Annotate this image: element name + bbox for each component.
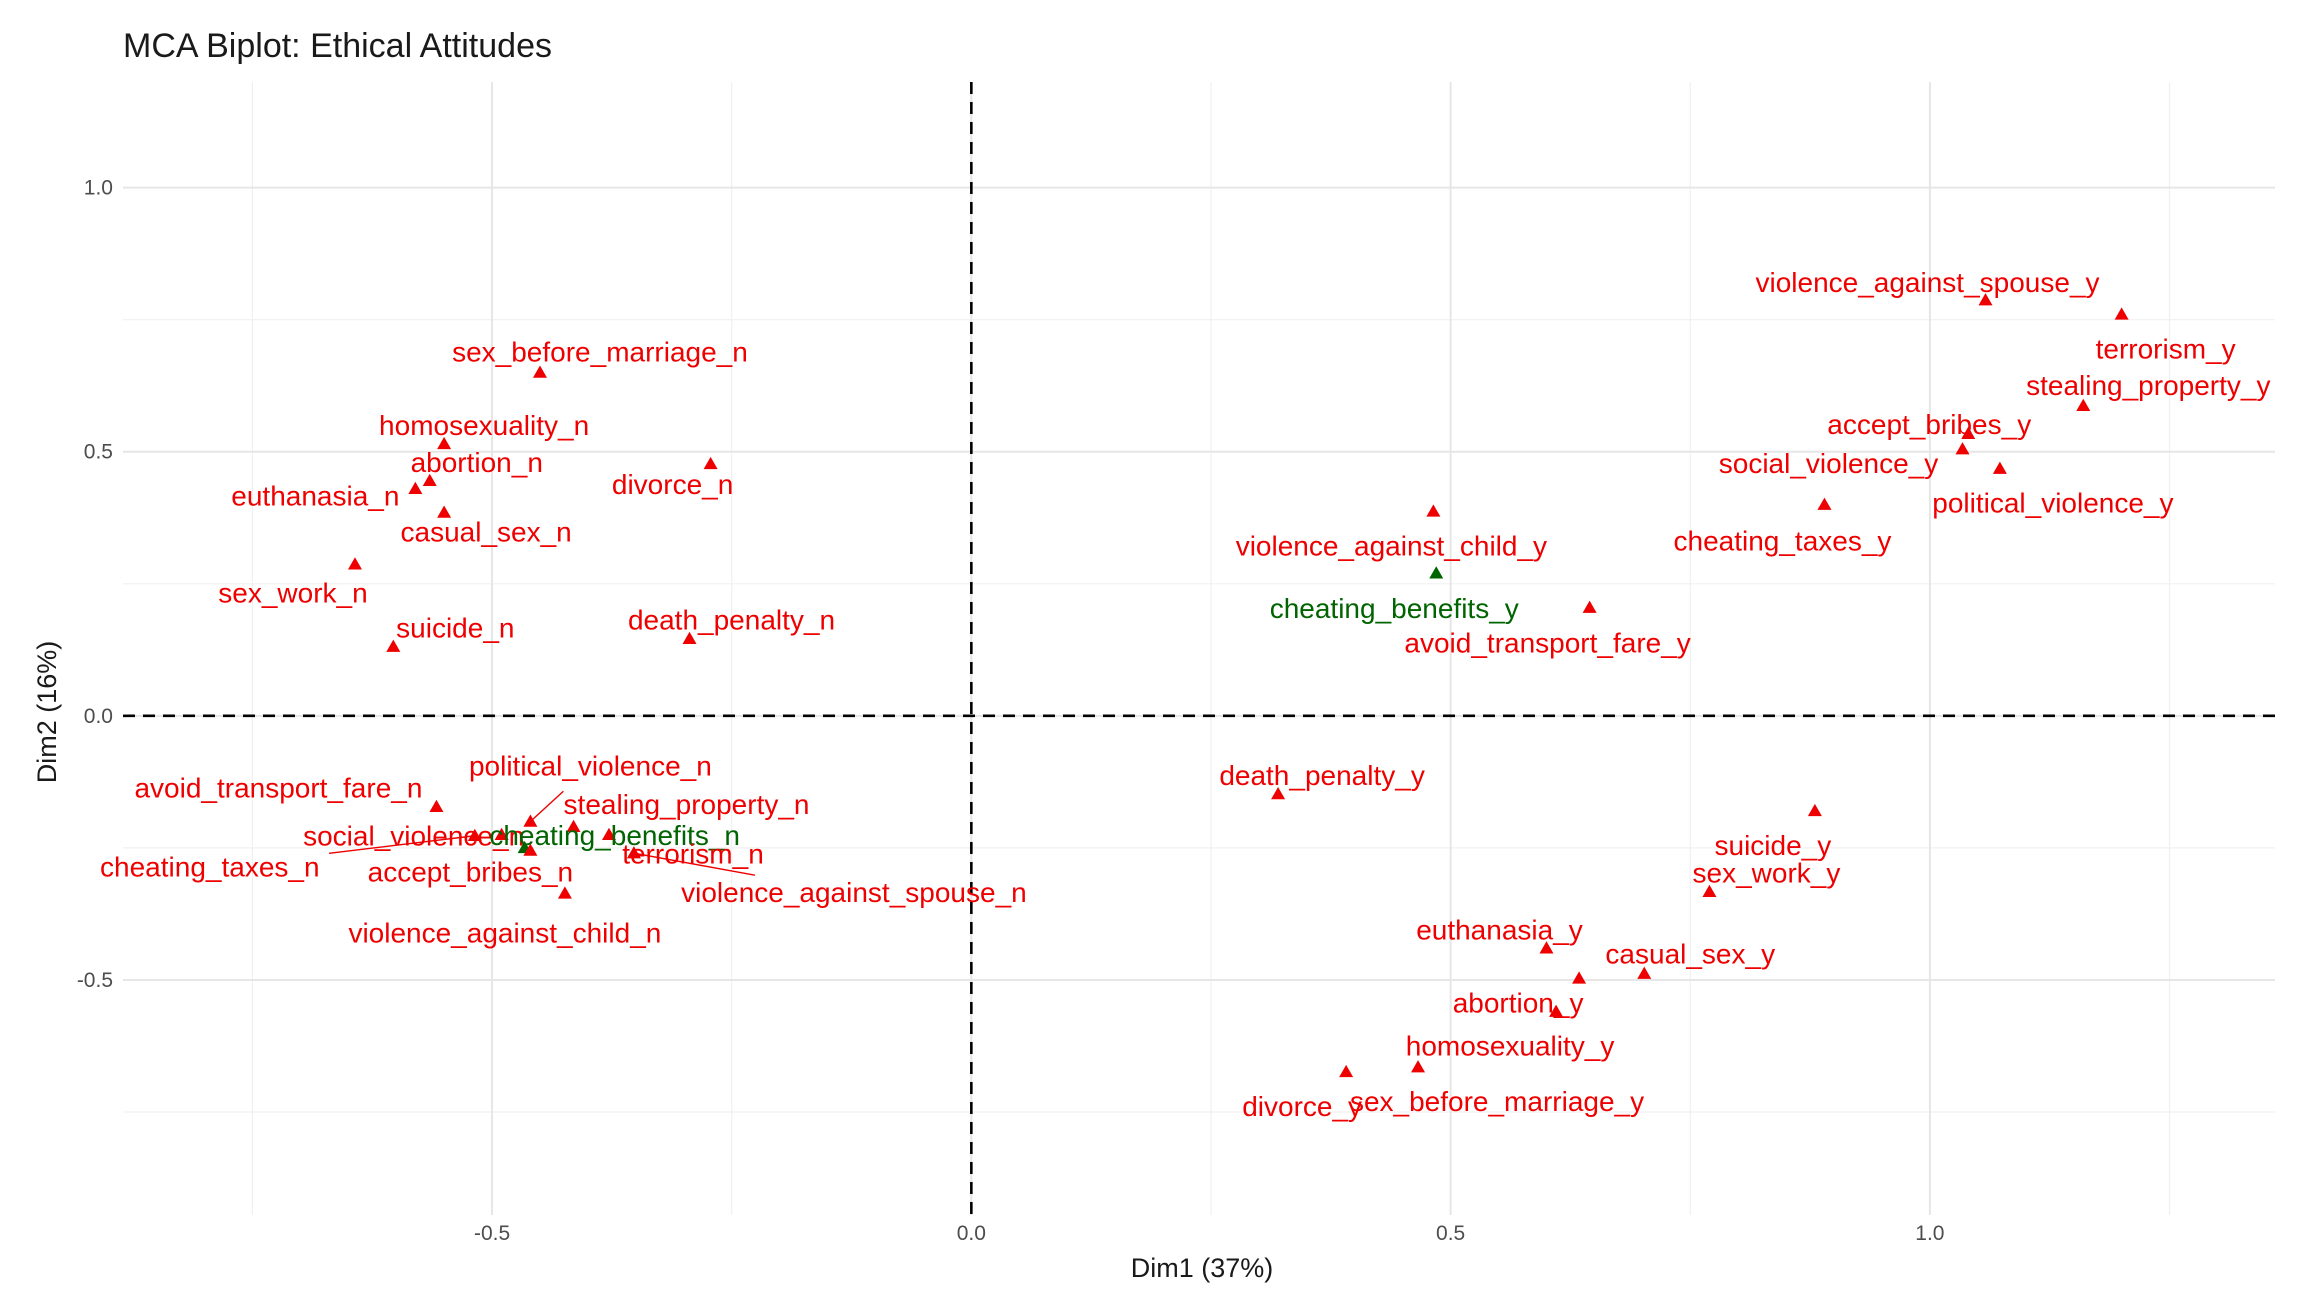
point-marker-stealing-property-n: [566, 819, 581, 833]
point-marker-avoid-transport-fare-n: [429, 799, 444, 812]
point-label-social-violence-y: social_violence_y: [1719, 448, 1938, 479]
point-label-cheating-benefits-n: cheating_benefits_n: [489, 820, 740, 851]
point-marker-political-violence-n: [523, 814, 538, 827]
y-tick-label: 1.0: [84, 177, 113, 200]
point-marker-abortion-n: [422, 473, 437, 487]
point-label-divorce-y: divorce_y: [1242, 1091, 1362, 1122]
x-tick-label: 0.0: [957, 1222, 986, 1245]
point-marker-cheating-taxes-y: [1817, 497, 1832, 510]
point-label-euthanasia-n: euthanasia_n: [231, 481, 399, 512]
point-labels: sex_before_marriage_n homosexuality_nabor…: [100, 267, 2270, 1122]
point-label-avoid-transport-fare-y: avoid_transport_fare_y: [1404, 628, 1690, 659]
point-marker-abortion-y: [1572, 971, 1587, 984]
point-marker-avoid-transport-fare-y: [1582, 600, 1597, 613]
point-marker-casual-sex-n: [437, 505, 452, 518]
grid-lines: [123, 82, 2275, 1215]
point-marker-violence-against-spouse-n: [626, 846, 641, 859]
y-tick-label: 0.0: [84, 705, 113, 728]
point-marker-divorce-n: [703, 456, 718, 470]
x-axis-title: Dim1 (37%): [1131, 1253, 1274, 1283]
point-label-terrorism-y: terrorism_y: [2096, 333, 2236, 364]
y-tick-label: 0.5: [84, 441, 113, 464]
point-label-cheating-benefits-y: cheating_benefits_y: [1270, 593, 1519, 624]
point-marker-accept-bribes-n: [523, 843, 538, 856]
point-marker-sex-work-n: [347, 557, 362, 570]
point-marker-social-violence-y: [1955, 442, 1970, 455]
point-marker-violence-against-child-y: [1426, 504, 1441, 517]
point-marker-terrorism-y: [2114, 307, 2129, 320]
point-label-euthanasia-y: euthanasia_y: [1416, 914, 1583, 945]
y-axis-ticks: -0.5 0.0 0.5 1.0: [77, 177, 113, 992]
data-points: [347, 293, 2129, 1078]
leader-line-violence-against-spouse-n: [633, 852, 756, 876]
point-label-sex-work-y: sex_work_y: [1693, 858, 1841, 889]
point-marker-euthanasia-y: [1539, 941, 1554, 954]
point-marker-sex-before-marriage-n: [532, 365, 547, 378]
point-marker-political-violence-y: [1992, 461, 2007, 474]
point-label-cheating-taxes-y: cheating_taxes_y: [1674, 526, 1892, 557]
x-axis-ticks: -0.5 0.0 0.5 1.0: [474, 1222, 1945, 1245]
point-label-death-penalty-y: death_penalty_y: [1219, 760, 1425, 791]
point-marker-death-penalty-y: [1271, 787, 1286, 800]
point-marker-cheating-benefits-y: [1429, 566, 1444, 579]
y-tick-label: -0.5: [77, 969, 113, 992]
point-label-death-penalty-n: death_penalty_n: [628, 605, 835, 636]
point-label-political-violence-n: political_violence_n: [469, 750, 712, 781]
point-label-accept-bribes-n: accept_bribes_n: [368, 857, 573, 888]
leader-line-cheating-taxes-n: [328, 835, 475, 855]
point-label-abortion-y: abortion_y: [1453, 987, 1584, 1018]
point-label-suicide-y: suicide_y: [1715, 830, 1832, 861]
point-marker-euthanasia-n: [408, 481, 423, 494]
point-label-terrorism-n: terrorism_n: [622, 839, 764, 870]
point-marker-violence-against-spouse-y: [1978, 293, 1993, 306]
x-tick-label: 1.0: [1915, 1222, 1944, 1245]
chart-title: MCA Biplot: Ethical Attitudes: [123, 27, 552, 65]
reference-lines: [123, 82, 2275, 1215]
point-marker-violence-against-child-n: [557, 886, 572, 899]
point-marker-divorce-y: [1339, 1064, 1354, 1078]
point-label-sex-before-marriage-y: sex_before_marriage_y: [1350, 1086, 1644, 1117]
point-label-violence-against-child-y: violence_against_child_y: [1236, 530, 1547, 561]
point-marker-stealing-property-y: [2076, 398, 2091, 412]
point-label-avoid-transport-fare-n: avoid_transport_fare_n: [134, 773, 422, 804]
point-label-abortion-n: abortion_n: [411, 447, 543, 478]
point-label-sex-before-marriage-n: sex_before_marriage_n: [452, 337, 748, 368]
point-label-stealing-property-n: stealing_property_n: [564, 789, 810, 820]
point-marker-sex-work-y: [1702, 884, 1717, 897]
point-label-violence-against-spouse-y: violence_against_spouse_y: [1755, 267, 2099, 298]
label-leader-lines: [328, 790, 756, 876]
point-label-homosexuality-n: homosexuality_n: [379, 410, 589, 441]
point-label-divorce-n: divorce_n: [612, 469, 733, 500]
point-marker-homosexuality-y: [1549, 1004, 1564, 1017]
point-label-accept-bribes-y: accept_bribes_y: [1827, 409, 2031, 440]
point-marker-cheating-taxes-n: [467, 828, 482, 841]
point-marker-death-penalty-n: [682, 631, 697, 644]
point-label-suicide-n: suicide_n: [396, 613, 514, 644]
y-axis-title: Dim2 (16%): [32, 641, 62, 784]
point-label-sex-work-n: sex_work_n: [218, 577, 367, 608]
point-marker-terrorism-n: [601, 827, 616, 840]
point-marker-sex-before-marriage-y: [1411, 1060, 1426, 1073]
leader-line-political-violence-n: [529, 790, 564, 823]
point-label-political-violence-y: political_violence_y: [1932, 488, 2173, 519]
point-label-cheating-taxes-n: cheating_taxes_n: [100, 852, 320, 883]
x-tick-label: -0.5: [474, 1222, 510, 1245]
point-marker-social-violence-n: [494, 827, 509, 840]
point-label-social-violence-n: social_violence_n: [303, 821, 524, 852]
point-label-homosexuality-y: homosexuality_y: [1406, 1031, 1615, 1062]
point-label-casual-sex-y: casual_sex_y: [1605, 939, 1775, 970]
point-marker-casual-sex-y: [1637, 966, 1652, 979]
x-tick-label: 0.5: [1436, 1222, 1465, 1245]
point-label-casual-sex-n: casual_sex_n: [401, 516, 572, 547]
point-label-violence-against-spouse-n: violence_against_spouse_n: [681, 877, 1027, 908]
point-marker-accept-bribes-y: [1961, 426, 1976, 440]
point-label-violence-against-child-n: violence_against_child_n: [348, 917, 661, 948]
point-label-stealing-property-y: stealing_property_y: [2026, 370, 2270, 401]
point-marker-suicide-n: [386, 639, 401, 652]
point-marker-homosexuality-n: [437, 436, 452, 450]
point-marker-suicide-y: [1807, 803, 1822, 817]
